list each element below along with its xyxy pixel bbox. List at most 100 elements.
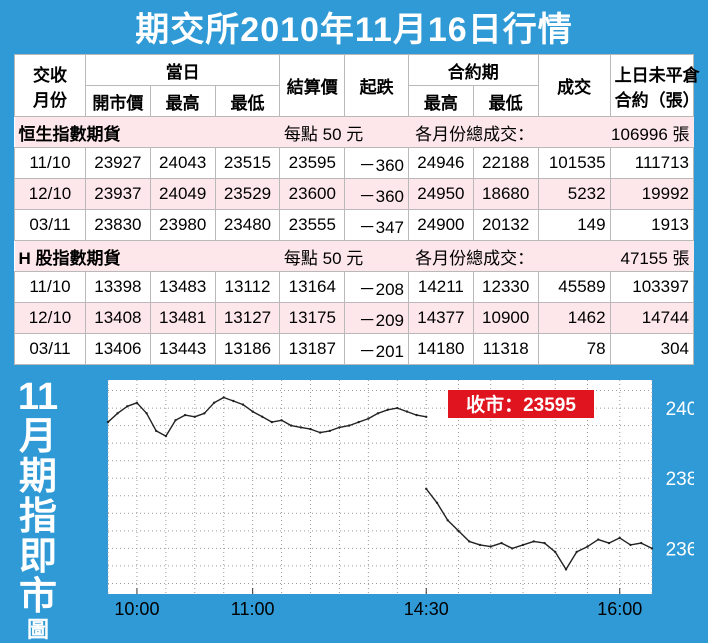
x-tick-label: 16:00 [597,599,642,619]
header-contract-high: 最高 [407,85,474,117]
table-row: 11/10 13398 13483 13112 13164 －208 14211… [14,271,695,303]
data-point [457,529,460,533]
section-total: 106996 張 [538,116,694,148]
y-tick-label: 24000 [666,399,694,420]
data-point [193,415,196,418]
section-total-label: 各月份總成交： [408,240,539,272]
data-point [415,413,418,417]
y-tick-label: 23600 [666,539,694,560]
cell-oi: 19992 [609,178,695,210]
data-point [586,545,589,548]
cell-settle: 13164 [279,271,346,303]
cell-contract-low: 22188 [472,147,539,179]
cell-open: 23927 [84,147,151,179]
cell-month: 12/10 [14,302,86,334]
data-point [511,547,514,550]
section-per-point: 每點 50 元 [279,240,409,272]
cell-oi: 1913 [609,209,695,241]
data-point [650,547,654,550]
data-point [405,410,409,413]
data-point [532,540,535,543]
data-point [328,429,331,433]
header-month: 交收 月份 [14,54,86,117]
cell-contract-low: 18680 [472,178,539,210]
header-contract: 合約期 [407,54,539,86]
cell-high: 23980 [149,209,216,241]
header-oi: 上日未平倉 合約（張） [609,54,700,117]
data-point [500,541,503,545]
header-high: 最高 [149,85,216,117]
section-per-point: 每點 50 元 [279,116,409,148]
x-tick-label: 11:00 [231,599,275,619]
data-point [618,536,621,540]
cell-change: －208 [344,271,409,303]
intraday-chart: 24000 23800 23600 10:00 11:00 14:30 16:00 收市：… [64,376,708,622]
x-tick-label: 10:00 [114,599,159,619]
data-point [222,396,225,399]
data-point [597,538,600,541]
cell-change: －360 [344,147,409,179]
header-today: 當日 [84,54,281,86]
cell-contract-high: 14377 [407,302,474,334]
table-row: 12/10 23937 24049 23529 23600 －360 24950… [14,178,695,210]
cell-contract-low: 11318 [472,333,539,365]
data-point [116,412,119,415]
cell-contract-high: 24946 [407,147,474,179]
data-point [126,405,129,408]
market-table: 交收 月份 當日 結算價 起跌 合約期 成交 上日未平倉 合約（張） 開市價 最高 … [14,54,700,365]
data-point [135,401,139,404]
cell-low: 23529 [214,178,281,210]
data-point [489,545,492,548]
cell-month: 11/10 [14,271,86,303]
data-point [446,519,449,522]
section-hsi: 恒生指數期貨 每點 50 元 各月份總成交： 106996 張 [14,116,694,148]
cell-oi: 111713 [609,147,695,179]
data-point [232,399,235,403]
cell-settle: 13187 [279,333,346,365]
header-volume: 成交 [537,54,611,117]
cell-oi: 103397 [609,271,695,303]
x-axis-labels: 10:00 11:00 14:30 16:00 [114,599,642,619]
section-hscei: H 股指數期貨 每點 50 元 各月份總成交： 47155 張 [14,240,694,272]
data-point [367,417,370,420]
data-point [554,550,557,554]
chart-grid [107,380,653,594]
chart-svg: 24000 23800 23600 10:00 11:00 14:30 16:00 收市：… [106,380,708,619]
cell-open: 23830 [84,209,151,241]
cell-settle: 13175 [279,302,346,334]
data-point [640,541,643,545]
data-point [396,406,399,410]
cell-month: 11/10 [14,147,86,179]
data-point [564,568,568,571]
cell-high: 13481 [149,302,216,334]
table-row: 03/11 23830 23980 23480 23555 －347 24900… [14,209,695,241]
cell-contract-high: 24900 [407,209,474,241]
section-name: 恒生指數期貨 [14,116,280,148]
data-point [261,415,264,418]
data-point [270,420,274,424]
series-line [425,488,653,571]
data-point [478,543,482,547]
data-point [155,429,158,433]
data-point [629,543,632,547]
cell-contract-high: 14180 [407,333,474,365]
cell-volume: 1462 [537,302,611,334]
header-low: 最低 [214,85,281,117]
cell-volume: 149 [537,209,611,241]
data-point [251,410,254,413]
data-point [290,424,293,427]
header-row-1: 交收 月份 當日 結算價 起跌 合約期 成交 上日未平倉 合約（張） [14,54,700,117]
data-point [338,426,341,429]
data-point [425,487,428,490]
data-point [309,427,312,431]
data-point [280,419,283,422]
data-point [183,413,187,417]
data-point [357,420,360,424]
cell-change: －209 [344,302,409,334]
cell-open: 13398 [84,271,151,303]
header-row-2: 開市價 最高 最低 最高 最低 [15,85,694,117]
header-open: 開市價 [84,85,151,117]
y-tick-label: 23800 [666,469,694,490]
table-row: 11/10 23927 24043 23515 23595 －360 24946… [14,147,695,179]
table-row: 12/10 13408 13481 13127 13175 －209 14377… [14,302,695,334]
